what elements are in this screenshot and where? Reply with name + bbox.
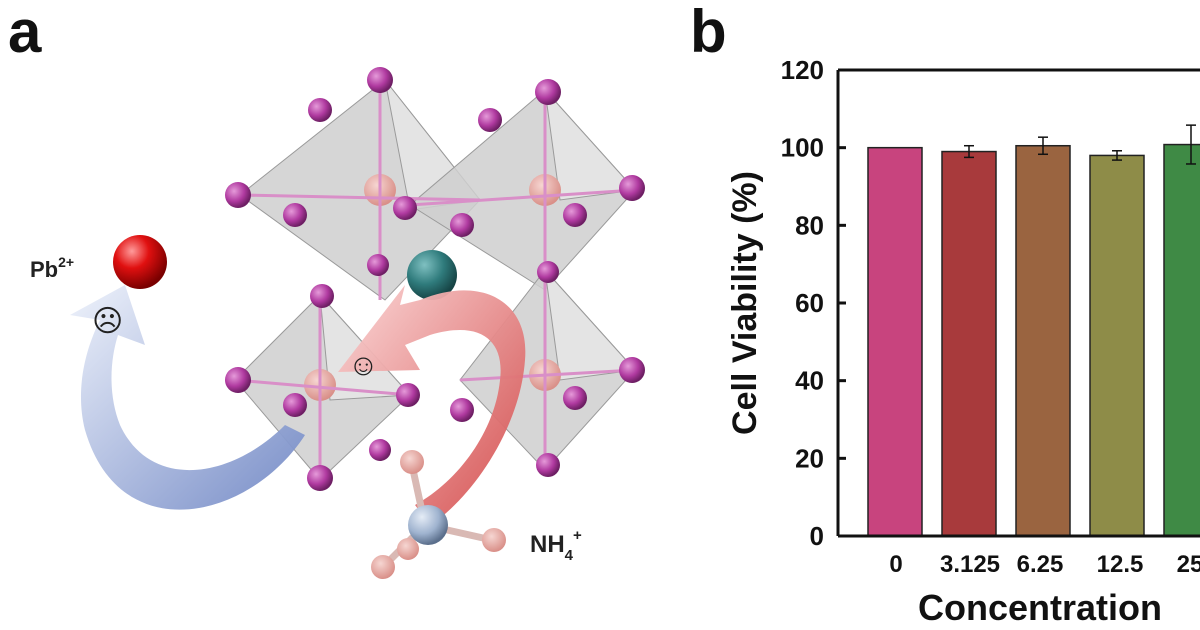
bar: [867, 146, 923, 537]
y-tick-label: 120: [781, 55, 824, 85]
bar: [1015, 144, 1071, 537]
bar: [941, 150, 997, 537]
happy-face-icon: ☺: [348, 349, 379, 382]
x-tick-label: 12.5: [1097, 551, 1144, 578]
octahedron-group: [234, 79, 637, 481]
cell-viability-chart: 0 20 40 60 80 100 120 0 3.125 6.25 12.5 25 Cell Vi…: [726, 55, 1200, 628]
x-tick-label: 6.25: [1017, 551, 1064, 578]
error-bars: [964, 124, 1196, 165]
y-tick-label: 20: [795, 443, 824, 473]
perovskite-schematic: Pb2+ NH4+ ☹ ☺: [30, 67, 645, 579]
y-tick-label: 40: [795, 366, 824, 396]
bar: [1089, 154, 1145, 537]
x-tick-label: 3.125: [940, 551, 1000, 578]
ammonium-molecule: [371, 450, 506, 579]
y-tick-label: 100: [781, 133, 824, 163]
lead-ion: [113, 235, 167, 289]
x-axis-label: Concentration: [918, 587, 1162, 628]
blue-release-arrow: [70, 285, 305, 510]
y-tick-label: 60: [795, 288, 824, 318]
bonds: [234, 80, 636, 480]
ammonium-label: NH4+: [530, 527, 582, 564]
y-tick-label: 80: [795, 210, 824, 240]
x-tick-label: 25: [1177, 551, 1200, 578]
y-tick-label: 0: [810, 521, 824, 551]
x-axis-ticks: 0 3.125 6.25 12.5 25: [889, 551, 1200, 578]
panel-b-letter: b: [690, 0, 727, 65]
pb-ion-label: Pb2+: [30, 254, 74, 282]
y-axis-label: Cell Viability (%): [726, 171, 764, 435]
halide-atoms: [225, 67, 645, 491]
bar: [1163, 143, 1200, 537]
bars: [867, 143, 1200, 537]
y-axis-ticks: 0 20 40 60 80 100 120: [781, 55, 846, 551]
red-replace-arrow: [338, 285, 526, 525]
x-tick-label: 0: [889, 551, 902, 578]
a-site-cation: [407, 250, 457, 300]
sad-face-icon: ☹: [92, 305, 123, 338]
panel-a-letter: a: [8, 0, 42, 65]
